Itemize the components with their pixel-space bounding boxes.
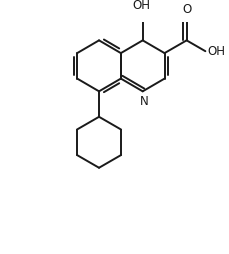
Text: O: O [181,3,190,16]
Text: OH: OH [132,0,150,12]
Text: N: N [139,95,148,108]
Text: OH: OH [206,45,224,58]
